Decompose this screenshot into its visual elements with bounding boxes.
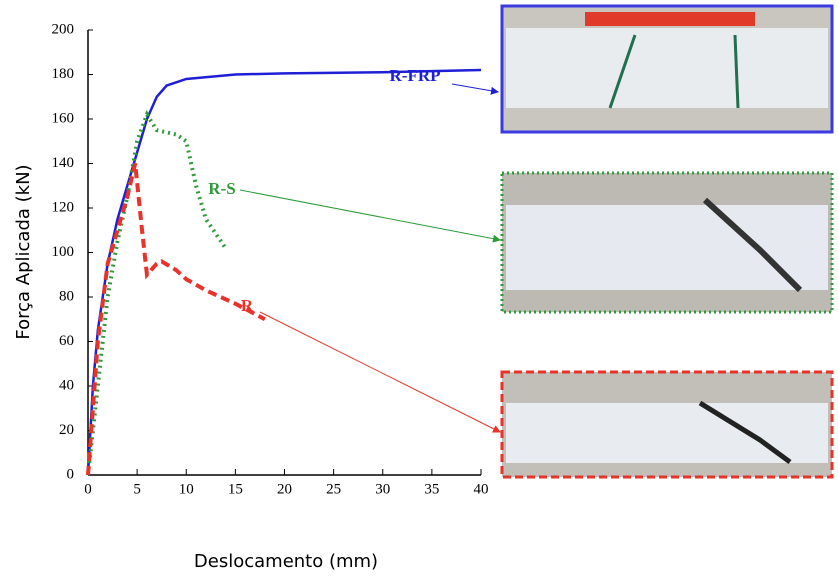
x-tick-label: 20 [277, 481, 292, 497]
annotation-arrow [259, 311, 501, 433]
photo-r-frp [500, 4, 834, 134]
y-tick-label: 20 [59, 422, 74, 438]
y-tick-label: 140 [52, 155, 75, 171]
y-tick-label: 40 [59, 377, 74, 393]
y-tick-label: 0 [67, 466, 75, 482]
y-tick-label: 200 [52, 21, 75, 37]
y-tick-label: 100 [52, 244, 75, 260]
series-line [86, 163, 266, 476]
x-tick-label: 10 [179, 481, 194, 497]
x-tick-label: 0 [84, 481, 92, 497]
x-tick-label: 5 [133, 481, 141, 497]
annotation-arrow [451, 83, 499, 95]
y-tick-label: 120 [52, 199, 75, 215]
y-tick-label: 80 [59, 288, 74, 304]
series-line [86, 110, 228, 476]
y-axis-label: Força Aplicada (kN) [13, 164, 34, 339]
series-label: R-S [208, 179, 235, 198]
x-tick-label: 15 [228, 481, 243, 497]
photo-r-s [500, 171, 834, 314]
y-tick-label: 160 [52, 110, 75, 126]
x-tick-label: 40 [474, 481, 489, 497]
annotation-arrow [239, 189, 501, 243]
x-tick-label: 25 [326, 481, 341, 497]
y-tick-label: 180 [52, 66, 75, 82]
series-label: R-FRP [390, 66, 441, 85]
x-tick-label: 35 [424, 481, 439, 497]
photo-r [500, 370, 834, 479]
y-tick-label: 60 [59, 333, 74, 349]
x-tick-label: 30 [375, 481, 390, 497]
x-axis-label: Deslocamento (mm) [194, 551, 378, 572]
